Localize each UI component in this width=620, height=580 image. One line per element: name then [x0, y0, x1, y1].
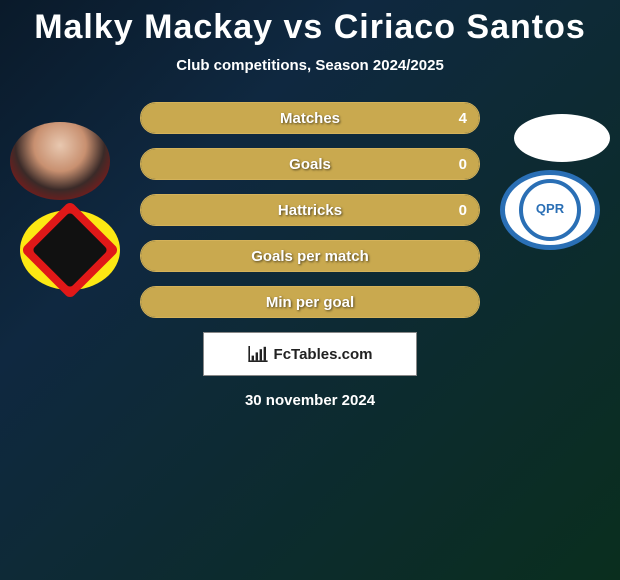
player1-avatar	[10, 122, 110, 200]
comparison-content: QPR Matches 4 Goals 0 Hattricks 0 Goals …	[0, 102, 620, 409]
club2-crest-initials: QPR	[519, 179, 581, 241]
brand-text: FcTables.com	[274, 346, 373, 363]
brand-badge: FcTables.com	[203, 332, 417, 376]
stat-row-goals: Goals 0	[140, 148, 480, 180]
stat-row-mpg: Min per goal	[140, 286, 480, 318]
club1-crest	[20, 210, 120, 290]
page-title: Malky Mackay vs Ciriaco Santos	[0, 0, 620, 47]
club2-crest: QPR	[500, 170, 600, 250]
chart-icon	[248, 346, 268, 362]
stat-label: Goals per match	[141, 241, 479, 271]
club1-crest-inner	[21, 201, 120, 300]
stat-row-matches: Matches 4	[140, 102, 480, 134]
stats-panel: Matches 4 Goals 0 Hattricks 0 Goals per …	[140, 102, 480, 318]
stat-row-hattricks: Hattricks 0	[140, 194, 480, 226]
stat-row-gpm: Goals per match	[140, 240, 480, 272]
stat-label: Goals	[141, 149, 479, 179]
stat-label: Matches	[141, 103, 479, 133]
stat-value-right: 4	[459, 103, 467, 135]
stat-value-right: 0	[459, 149, 467, 181]
subtitle: Club competitions, Season 2024/2025	[0, 57, 620, 74]
stat-value-right: 0	[459, 195, 467, 227]
stat-label: Hattricks	[141, 195, 479, 225]
snapshot-date: 30 november 2024	[0, 392, 620, 409]
stat-label: Min per goal	[141, 287, 479, 317]
player2-avatar	[514, 114, 610, 162]
